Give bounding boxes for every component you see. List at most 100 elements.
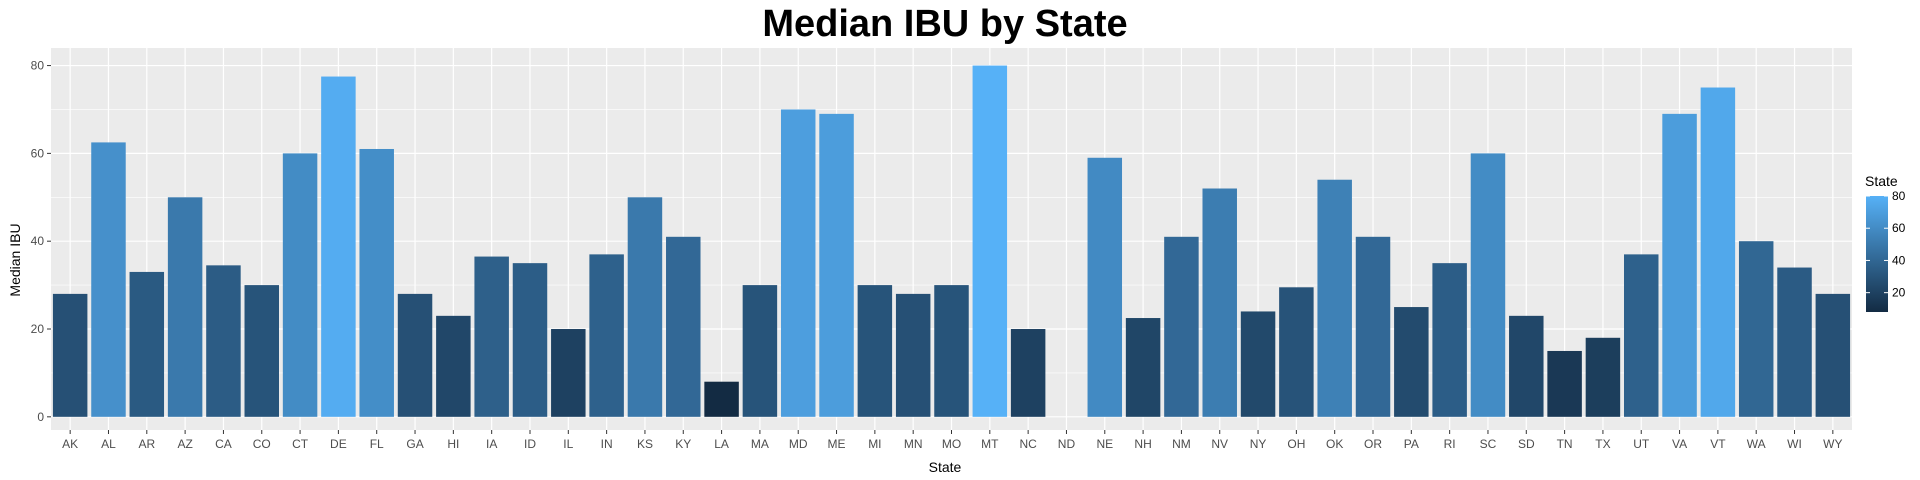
bar-pa xyxy=(1394,307,1429,417)
x-axis: AK AL AR AZ CA CO CT DE FL GA HI IA ID IL IN KS KY LA MA MD… xyxy=(62,430,1843,451)
bar-id xyxy=(512,263,548,417)
x-tick-label: MI xyxy=(868,437,881,451)
legend: State 20 40 60 80 xyxy=(1865,173,1906,312)
legend-title: State xyxy=(1865,173,1898,189)
bar-hi xyxy=(436,315,471,417)
x-tick-label: ID xyxy=(524,437,536,451)
bar-nv xyxy=(1202,188,1237,417)
bar-vt xyxy=(1700,87,1736,417)
bar-ny xyxy=(1240,311,1276,417)
bar-nm xyxy=(1164,236,1199,417)
x-tick-label: VT xyxy=(1710,437,1726,451)
legend-tick-label: 20 xyxy=(1892,286,1906,300)
y-tick-label: 20 xyxy=(31,322,45,336)
x-tick-label: MA xyxy=(751,437,769,451)
y-tick-label: 80 xyxy=(31,59,45,73)
x-tick-label: GA xyxy=(406,437,423,451)
x-tick-label: WY xyxy=(1823,437,1842,451)
bar-ar xyxy=(129,271,165,417)
bar-ky xyxy=(666,236,701,417)
x-tick-label: MD xyxy=(789,437,808,451)
x-tick-label: AL xyxy=(101,437,116,451)
bar-or xyxy=(1355,236,1391,417)
chart-title: Median IBU by State xyxy=(762,3,1127,45)
x-tick-label: ND xyxy=(1058,437,1076,451)
x-tick-label: VA xyxy=(1672,437,1687,451)
bar-ga xyxy=(397,293,433,417)
x-tick-label: RI xyxy=(1444,437,1456,451)
x-tick-label: NY xyxy=(1250,437,1267,451)
x-tick-label: NC xyxy=(1019,437,1037,451)
bar-wi xyxy=(1777,267,1812,417)
bar-co xyxy=(244,285,279,417)
bar-nc xyxy=(1010,329,1046,417)
legend-tick-label: 40 xyxy=(1892,253,1906,267)
legend-tick-label: 80 xyxy=(1892,189,1906,203)
x-tick-label: AR xyxy=(138,437,155,451)
bar-mt xyxy=(972,65,1008,417)
x-tick-label: KY xyxy=(675,437,691,451)
x-tick-label: AZ xyxy=(177,437,192,451)
legend-colorbar xyxy=(1866,196,1888,312)
x-tick-label: LA xyxy=(714,437,729,451)
bar-oh xyxy=(1279,287,1314,417)
bar-ok xyxy=(1317,179,1352,417)
y-axis-title: Median IBU xyxy=(7,223,23,296)
bar-tn xyxy=(1547,350,1582,417)
bar-wy xyxy=(1815,293,1851,417)
legend-tick-label: 60 xyxy=(1892,221,1906,235)
x-tick-label: UT xyxy=(1633,437,1650,451)
bars xyxy=(52,65,1851,417)
y-tick-label: 60 xyxy=(31,146,45,160)
x-tick-label: TX xyxy=(1595,437,1610,451)
x-tick-label: CO xyxy=(253,437,271,451)
x-tick-label: WA xyxy=(1747,437,1766,451)
bar-sd xyxy=(1509,315,1544,417)
x-tick-label: TN xyxy=(1557,437,1573,451)
x-tick-label: IL xyxy=(563,437,573,451)
x-tick-label: MT xyxy=(981,437,999,451)
bar-mi xyxy=(857,285,893,417)
x-tick-label: NE xyxy=(1096,437,1113,451)
x-tick-label: WI xyxy=(1787,437,1802,451)
bar-ut xyxy=(1624,254,1659,417)
bar-ne xyxy=(1087,157,1123,417)
x-tick-label: OR xyxy=(1364,437,1382,451)
x-tick-label: IN xyxy=(601,437,613,451)
x-tick-label: HI xyxy=(447,437,459,451)
bar-ks xyxy=(627,197,663,417)
x-tick-label: MN xyxy=(904,437,923,451)
x-tick-label: OK xyxy=(1326,437,1343,451)
bar-wa xyxy=(1738,241,1774,417)
x-tick-label: KS xyxy=(637,437,653,451)
x-tick-label: ME xyxy=(828,437,846,451)
bar-in xyxy=(589,254,624,417)
bar-al xyxy=(91,142,126,417)
legend-ticks: 20 40 60 80 xyxy=(1866,189,1906,300)
bar-tx xyxy=(1585,337,1621,417)
bar-mn xyxy=(895,293,931,417)
x-tick-label: DE xyxy=(330,437,347,451)
bar-ma xyxy=(742,285,778,417)
x-tick-label: NV xyxy=(1211,437,1228,451)
bar-ct xyxy=(282,153,318,417)
bar-md xyxy=(780,109,816,417)
x-tick-label: IA xyxy=(486,437,497,451)
x-tick-label: SC xyxy=(1480,437,1497,451)
bar-mo xyxy=(934,285,969,417)
x-tick-label: MO xyxy=(942,437,961,451)
bar-sc xyxy=(1470,153,1506,417)
bar-me xyxy=(819,113,854,417)
x-axis-title: State xyxy=(929,459,962,475)
bar-nh xyxy=(1125,318,1161,417)
bar-il xyxy=(551,329,586,417)
x-tick-label: CA xyxy=(215,437,232,451)
bar-de xyxy=(321,76,356,417)
x-tick-label: SD xyxy=(1518,437,1535,451)
bar-va xyxy=(1662,113,1697,417)
bar-ak xyxy=(52,293,88,417)
bar-la xyxy=(704,381,739,417)
x-tick-label: OH xyxy=(1287,437,1305,451)
bar-ca xyxy=(206,265,241,417)
